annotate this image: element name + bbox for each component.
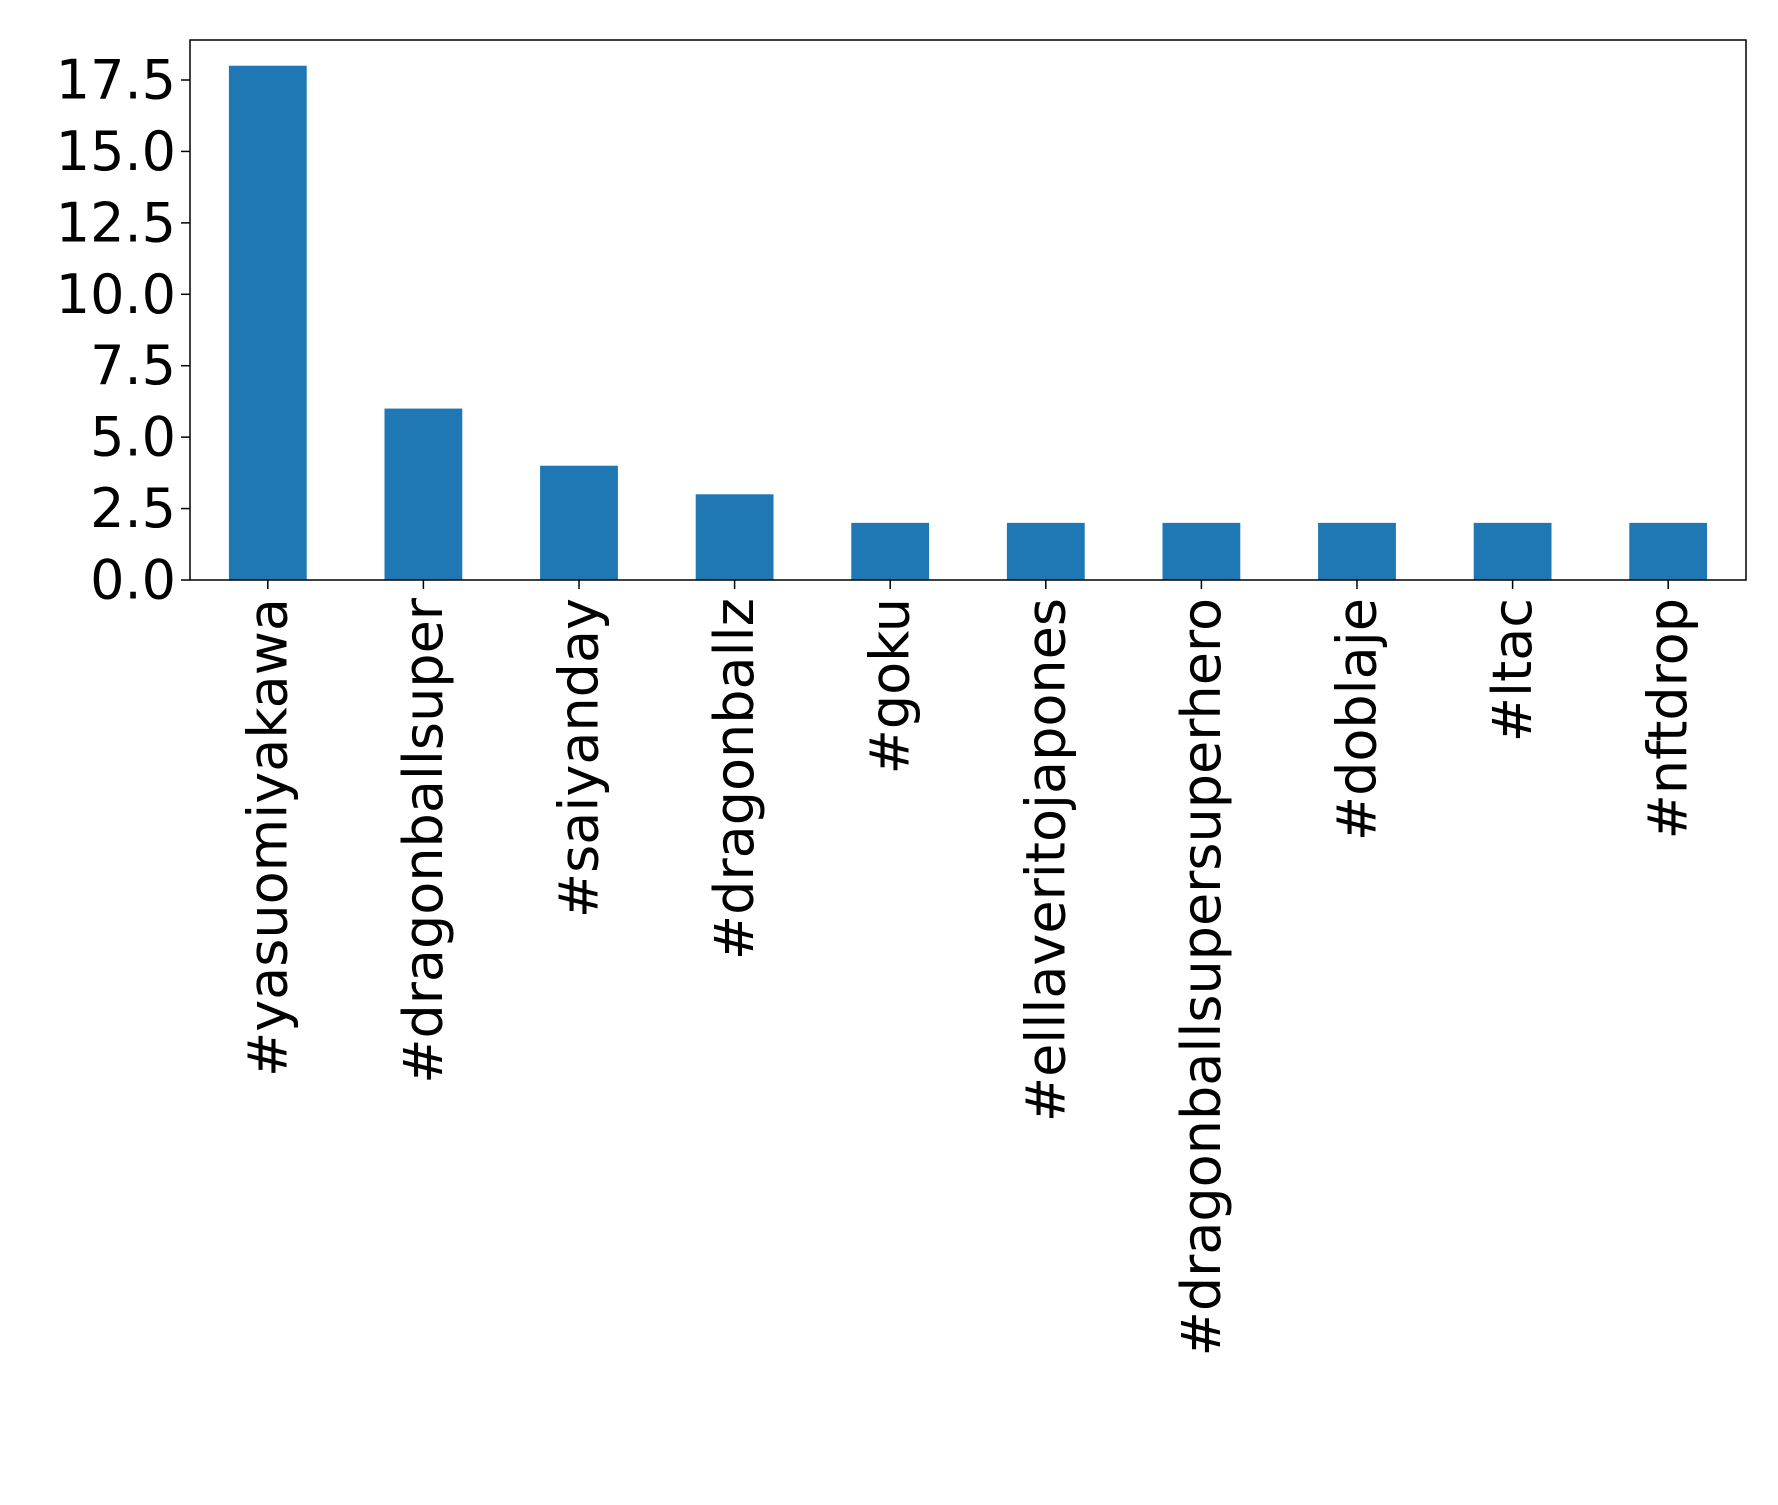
y-tick-label: 12.5 xyxy=(56,191,176,254)
y-tick-label: 15.0 xyxy=(56,120,176,183)
bar xyxy=(851,522,930,580)
x-tick-label: #nftdrop xyxy=(1637,598,1700,839)
y-axis: 0.0 2.5 5.0 7.5 10.0 12.5 15.0 17.5 xyxy=(56,49,190,612)
x-tick-label: #dragonballsupersuperhero xyxy=(1170,598,1233,1356)
x-tick-label: #yasuomiyakawa xyxy=(236,598,299,1077)
bars-layer xyxy=(228,65,1708,580)
x-tick-label: #dragonballsuper xyxy=(392,597,455,1084)
x-tick-label: #elllaveritojapones xyxy=(1014,598,1077,1122)
bar xyxy=(695,494,774,580)
x-tick-label: #dragonballz xyxy=(703,598,766,960)
bar xyxy=(1629,522,1708,580)
y-tick-label: 10.0 xyxy=(56,263,176,326)
x-tick-label: #saiyanday xyxy=(548,598,611,918)
plot-frame xyxy=(189,39,1747,581)
x-tick-label: #goku xyxy=(859,598,922,774)
bar xyxy=(228,65,307,580)
x-tick-label: #doblaje xyxy=(1326,598,1389,841)
bar xyxy=(384,408,463,580)
y-tick-label: 5.0 xyxy=(90,406,176,469)
y-tick-label: 2.5 xyxy=(90,477,176,540)
x-axis: #yasuomiyakawa #dragonballsuper #saiyanday… xyxy=(236,580,1700,1356)
y-tick-label: 7.5 xyxy=(90,334,176,397)
bar xyxy=(1162,522,1241,580)
x-tick-label: #ltac xyxy=(1481,598,1544,742)
bar xyxy=(1473,522,1552,580)
bar xyxy=(1318,522,1396,580)
bar xyxy=(1006,522,1085,580)
y-tick-label: 0.0 xyxy=(90,549,176,612)
y-tick-label: 17.5 xyxy=(56,49,176,112)
bar xyxy=(540,465,618,580)
